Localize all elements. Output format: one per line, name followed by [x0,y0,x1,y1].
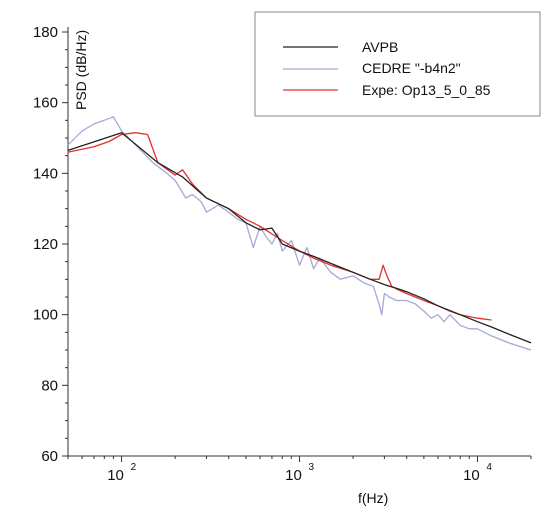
y-tick-label: 60 [41,448,58,465]
x-tick-label: 10 [107,467,124,484]
x-tick-exponent: 4 [486,462,492,473]
x-tick-label: 10 [285,467,302,484]
y-tick-label: 180 [33,24,58,41]
x-tick-label: 10 [463,467,480,484]
x-tick-exponent: 3 [309,462,315,473]
y-tick-label: 160 [33,95,58,112]
x-tick-exponent: 2 [131,462,137,473]
y-axis-label: PSD (dB/Hz) [73,30,89,110]
y-tick-label: 100 [33,307,58,324]
legend-box [254,11,541,117]
legend: AVPB CEDRE "-b4n2" Expe: Op13_5_0_85 [254,11,541,117]
series-expe [67,132,492,321]
y-tick-label: 120 [33,236,58,253]
y-tick-label: 140 [33,165,58,182]
series-cedre [67,116,532,351]
legend-label-cedre: CEDRE "-b4n2" [362,60,461,76]
series-layer [67,116,532,351]
legend-label-expe: Expe: Op13_5_0_85 [362,82,491,98]
legend-label-avpb: AVPB [362,39,398,55]
ticks: 60 80 100 120 140 160 180 10 2 10 3 10 4 [33,24,532,484]
x-axis-label: f(Hz) [358,490,388,506]
y-tick-label: 80 [41,377,58,394]
series-avpb [67,132,532,344]
